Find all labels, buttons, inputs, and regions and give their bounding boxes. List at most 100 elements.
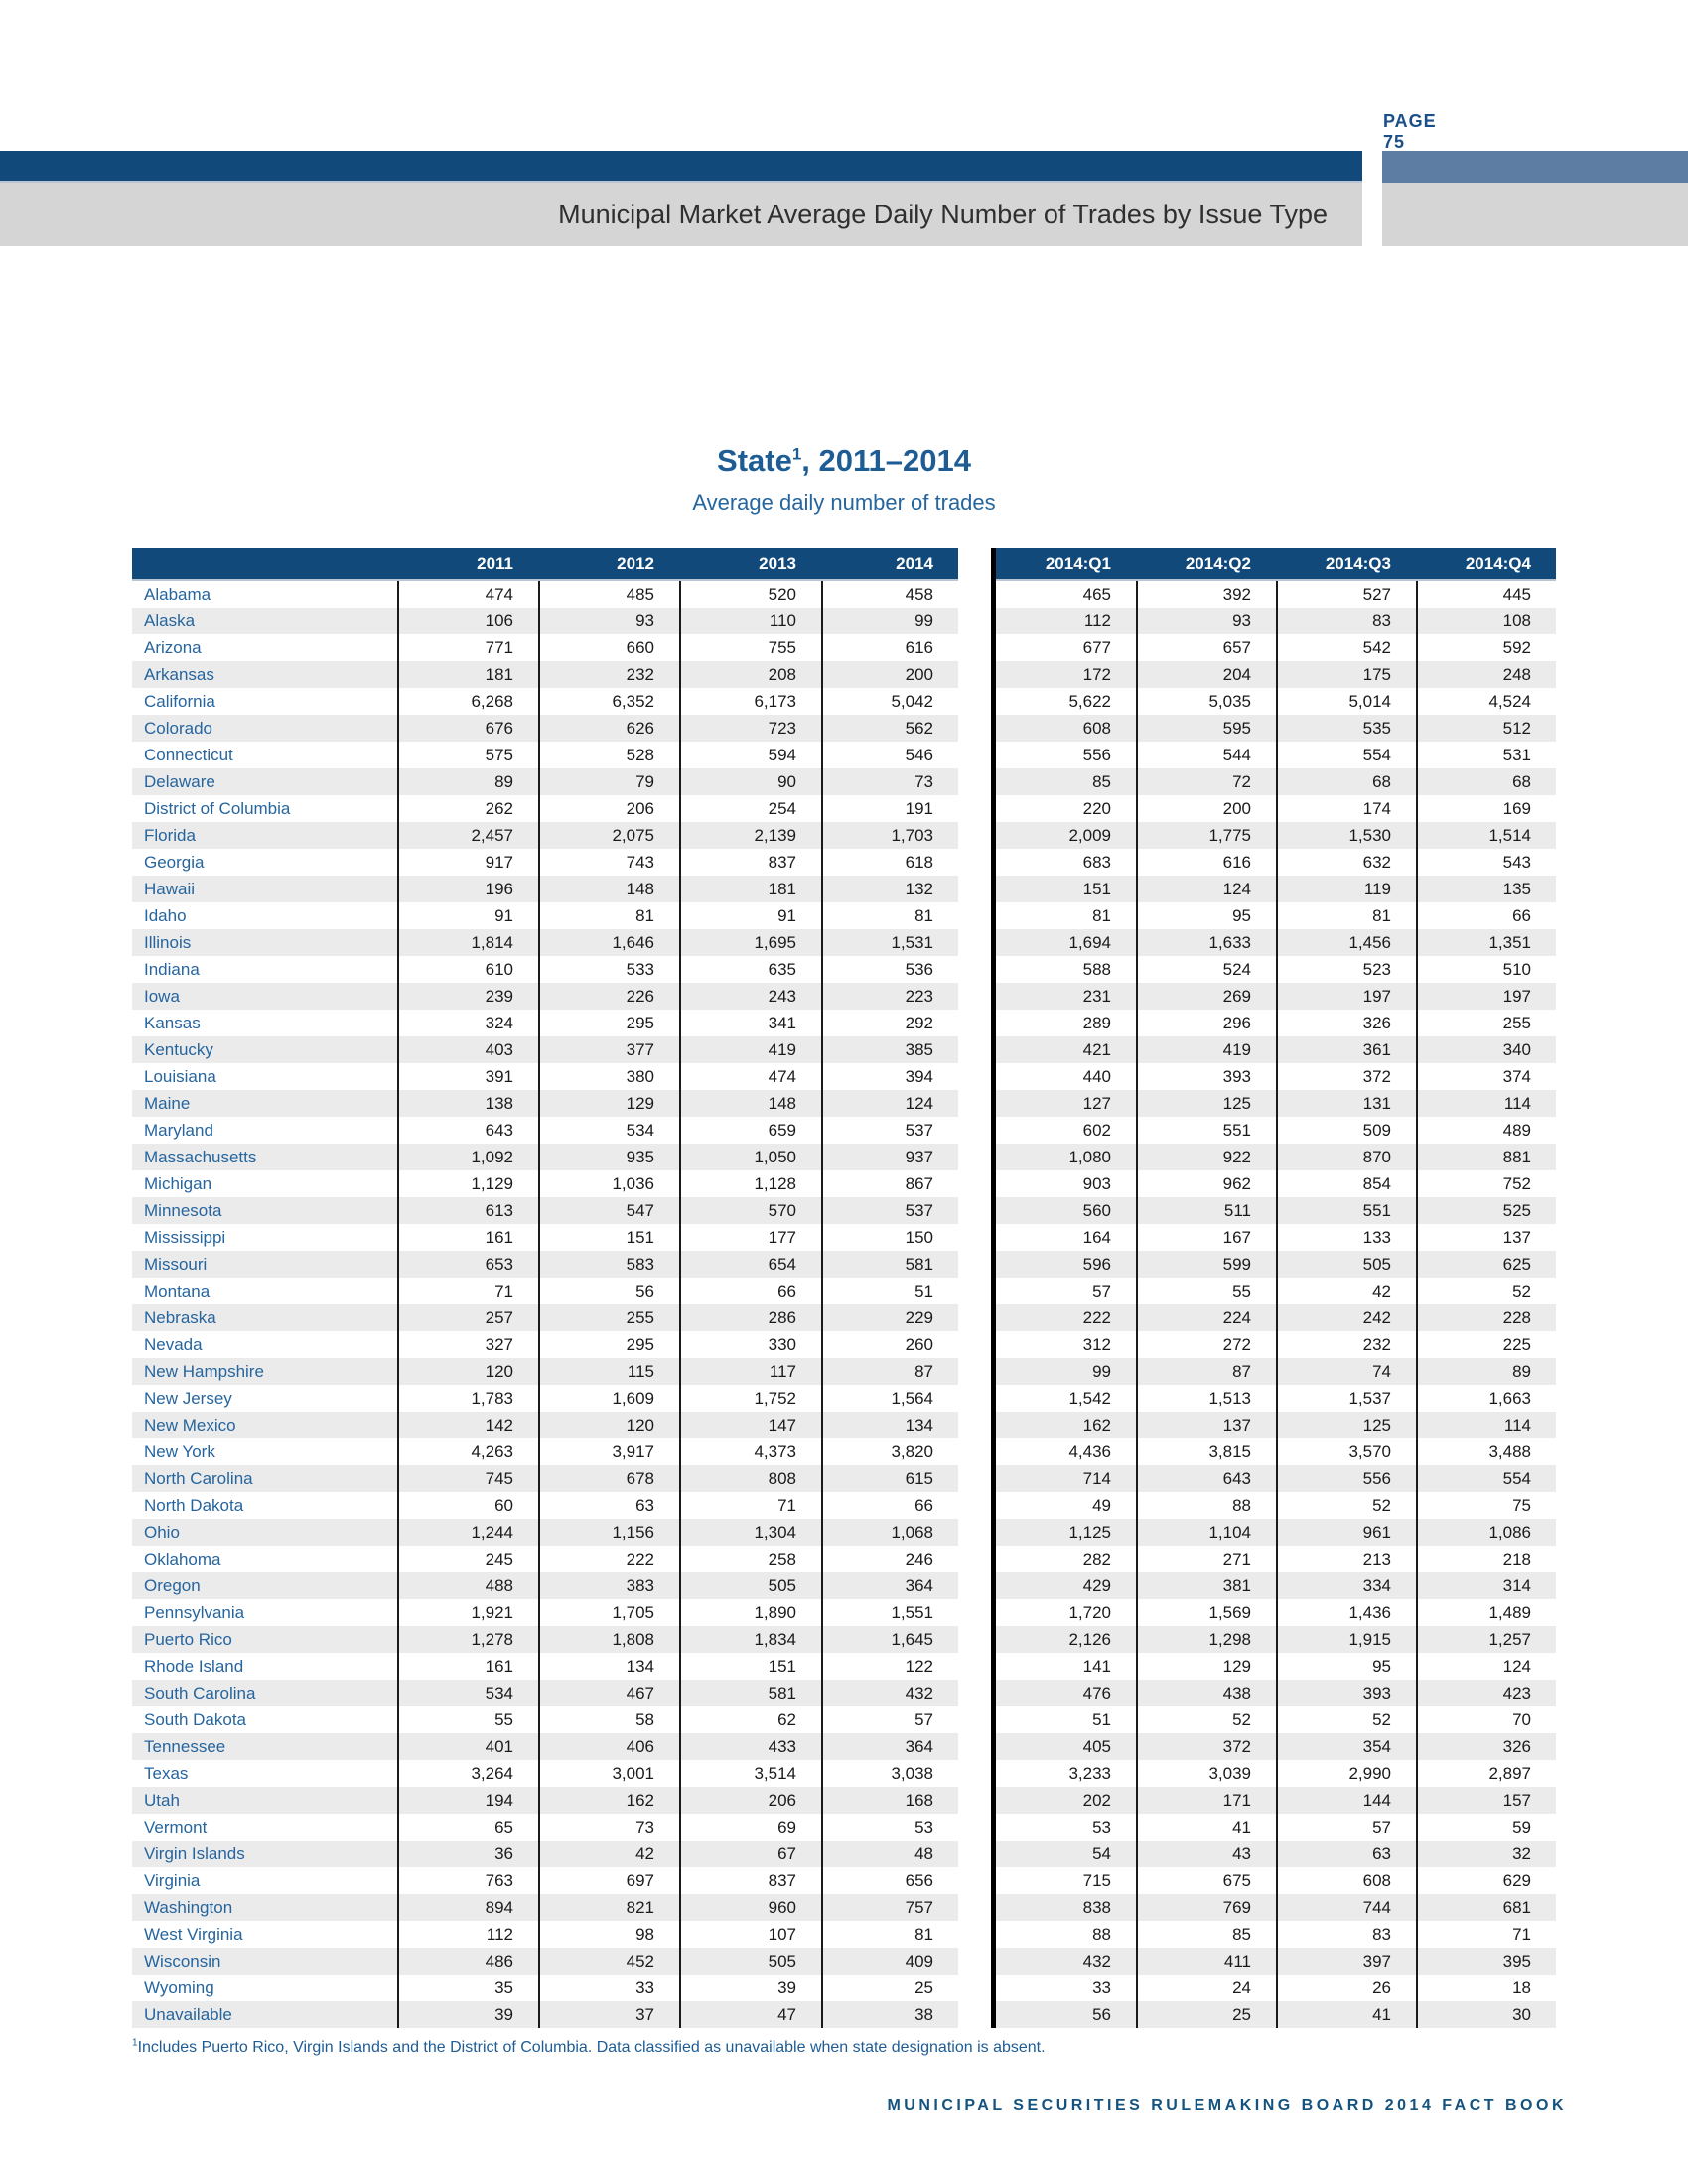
value-2014-cell: 38 — [821, 2001, 958, 2028]
value-2014q2-cell: 392 — [1136, 581, 1276, 608]
value-2014q4-cell: 218 — [1416, 1546, 1556, 1572]
annual-header-band: 2011 2012 2013 2014 — [132, 548, 958, 581]
value-2011-cell: 610 — [397, 956, 538, 983]
table-body: Alabama 474 485 520 458 465 392 527 445 … — [132, 581, 1556, 2028]
table-row: Missouri 653 583 654 581 596 599 505 625 — [132, 1251, 1556, 1278]
value-2014q2-cell: 1,298 — [1136, 1626, 1276, 1653]
value-2014q4-cell: 340 — [1416, 1036, 1556, 1063]
value-2012-cell: 81 — [538, 902, 679, 929]
value-2014q1-cell: 677 — [1082, 638, 1111, 657]
value-2014q1-cell: 714 — [1082, 1469, 1111, 1488]
value-2014q3-cell: 334 — [1276, 1572, 1416, 1599]
value-2014q1-cell: 54 — [1092, 1844, 1111, 1863]
value-2014q2-cell: 87 — [1136, 1358, 1276, 1385]
value-2014q2-cell: 200 — [1136, 795, 1276, 822]
value-2014q4-cell: 89 — [1416, 1358, 1556, 1385]
value-2014q3-cell: 326 — [1276, 1010, 1416, 1036]
value-2014-cell: 937 — [821, 1144, 958, 1170]
value-2014q3-cell: 632 — [1276, 849, 1416, 876]
value-2012-cell: 115 — [538, 1358, 679, 1385]
page-number-label: PAGE 75 — [1383, 111, 1437, 152]
value-2012-cell: 533 — [538, 956, 679, 983]
value-2014q4-cell: 592 — [1416, 634, 1556, 661]
value-2014-cell: 122 — [821, 1653, 958, 1680]
value-2011-cell: 917 — [397, 849, 538, 876]
value-2014q2-cell: 124 — [1136, 876, 1276, 902]
value-2014q4-cell: 59 — [1416, 1814, 1556, 1841]
group-gap-cell — [958, 715, 996, 742]
value-2014q3-cell: 57 — [1276, 1814, 1416, 1841]
header-navy-bar — [0, 151, 1362, 183]
value-2014q4-cell: 554 — [1416, 1465, 1556, 1492]
value-2013-cell: 755 — [679, 634, 821, 661]
value-2013-cell: 3,514 — [679, 1760, 821, 1787]
value-2014q3-cell: 1,436 — [1276, 1599, 1416, 1626]
value-2013-cell: 654 — [679, 1251, 821, 1278]
value-2014q2-cell: 616 — [1136, 849, 1276, 876]
value-2013-cell: 66 — [679, 1278, 821, 1304]
value-2014q4-cell: 374 — [1416, 1063, 1556, 1090]
table-row: Oklahoma 245 222 258 246 282 271 213 218 — [132, 1546, 1556, 1572]
value-2014q1-cell: 596 — [1082, 1255, 1111, 1274]
value-2012-cell: 377 — [538, 1036, 679, 1063]
value-2014q4-cell: 681 — [1416, 1894, 1556, 1921]
value-2014q2-cell: 3,039 — [1136, 1760, 1276, 1787]
value-2014q4-cell: 326 — [1416, 1733, 1556, 1760]
value-2014q3-cell: 523 — [1276, 956, 1416, 983]
state-trades-table: 2011 2012 2013 2014 2014:Q1 2014:Q2 2014… — [132, 548, 1556, 2028]
value-2014q2-cell: 204 — [1136, 661, 1276, 688]
value-2014-cell: 364 — [821, 1572, 958, 1599]
value-2014q1-cell: 162 — [1082, 1416, 1111, 1434]
value-2014q4-cell: 1,663 — [1416, 1385, 1556, 1412]
value-2011-cell: 181 — [397, 661, 538, 688]
value-2014-cell: 537 — [821, 1197, 958, 1224]
value-2013-cell: 659 — [679, 1117, 821, 1144]
table-row: Colorado 676 626 723 562 608 595 535 512 — [132, 715, 1556, 742]
value-2014q2-cell: 544 — [1136, 742, 1276, 768]
value-2013-cell: 243 — [679, 983, 821, 1010]
table-row: Unavailable 39 37 47 38 56 25 41 30 — [132, 2001, 1556, 2028]
value-2014q4-cell: 71 — [1416, 1921, 1556, 1948]
value-2014q1-cell: 3,233 — [1068, 1764, 1111, 1783]
value-2013-cell: 581 — [679, 1680, 821, 1706]
value-2014q4-cell: 1,351 — [1416, 929, 1556, 956]
value-2014q2-cell: 171 — [1136, 1787, 1276, 1814]
value-2011-cell: 1,814 — [397, 929, 538, 956]
value-2011-cell: 1,244 — [397, 1519, 538, 1546]
value-2014q1-cell: 405 — [1082, 1737, 1111, 1756]
value-2013-cell: 69 — [679, 1814, 821, 1841]
value-2014q4-cell: 531 — [1416, 742, 1556, 768]
value-2012-cell: 743 — [538, 849, 679, 876]
state-name-cell: Rhode Island — [144, 1657, 244, 1676]
column-header-2014q2: 2014:Q2 — [1185, 553, 1251, 573]
value-2014q1-cell: 220 — [1082, 799, 1111, 818]
value-2014q4-cell: 1,489 — [1416, 1599, 1556, 1626]
table-row: District of Columbia 262 206 254 191 220… — [132, 795, 1556, 822]
value-2014q3-cell: 52 — [1276, 1706, 1416, 1733]
value-2014q1-cell: 5,622 — [1068, 692, 1111, 711]
value-2011-cell: 142 — [397, 1412, 538, 1438]
value-2014q2-cell: 296 — [1136, 1010, 1276, 1036]
state-name-cell: Wisconsin — [144, 1952, 221, 1971]
value-2013-cell: 1,050 — [679, 1144, 821, 1170]
state-name-cell: Nevada — [144, 1335, 203, 1354]
value-2012-cell: 1,036 — [538, 1170, 679, 1197]
value-2014q3-cell: 2,990 — [1276, 1760, 1416, 1787]
value-2013-cell: 837 — [679, 1867, 821, 1894]
value-2012-cell: 63 — [538, 1492, 679, 1519]
value-2012-cell: 129 — [538, 1090, 679, 1117]
state-name-cell: Montana — [144, 1282, 211, 1300]
value-2014q1-cell: 421 — [1082, 1040, 1111, 1059]
value-2014-cell: 73 — [821, 768, 958, 795]
value-2014q1-cell: 49 — [1092, 1496, 1111, 1515]
value-2013-cell: 570 — [679, 1197, 821, 1224]
table-row: Rhode Island 161 134 151 122 141 129 95 … — [132, 1653, 1556, 1680]
state-name-cell: South Dakota — [144, 1710, 247, 1729]
value-2014-cell: 1,531 — [821, 929, 958, 956]
value-2014-cell: 168 — [821, 1787, 958, 1814]
table-row: Georgia 917 743 837 618 683 616 632 543 — [132, 849, 1556, 876]
value-2014q1-cell: 588 — [1082, 960, 1111, 979]
state-name-cell: Indiana — [144, 960, 200, 979]
value-2014q3-cell: 551 — [1276, 1197, 1416, 1224]
